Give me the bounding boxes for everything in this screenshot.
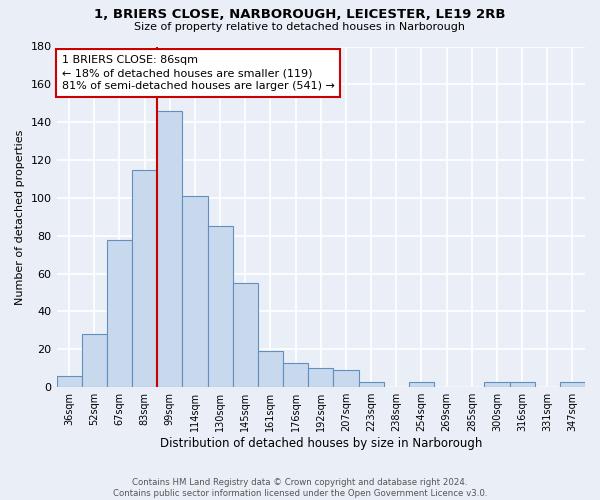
Bar [56, 376, 82, 387]
Bar [283, 362, 308, 387]
Bar [182, 196, 208, 387]
Bar [359, 382, 383, 387]
Bar [208, 226, 233, 387]
X-axis label: Distribution of detached houses by size in Narborough: Distribution of detached houses by size … [160, 437, 482, 450]
Text: 1, BRIERS CLOSE, NARBOROUGH, LEICESTER, LE19 2RB: 1, BRIERS CLOSE, NARBOROUGH, LEICESTER, … [94, 8, 506, 20]
Bar [509, 382, 535, 387]
Text: Size of property relative to detached houses in Narborough: Size of property relative to detached ho… [134, 22, 466, 32]
Bar [82, 334, 107, 387]
Text: 1 BRIERS CLOSE: 86sqm
← 18% of detached houses are smaller (119)
81% of semi-det: 1 BRIERS CLOSE: 86sqm ← 18% of detached … [62, 55, 335, 92]
Bar [409, 382, 434, 387]
Bar [258, 351, 283, 387]
Bar [308, 368, 334, 387]
Bar [334, 370, 359, 387]
Bar [107, 240, 132, 387]
Bar [233, 283, 258, 387]
Text: Contains HM Land Registry data © Crown copyright and database right 2024.
Contai: Contains HM Land Registry data © Crown c… [113, 478, 487, 498]
Y-axis label: Number of detached properties: Number of detached properties [15, 129, 25, 304]
Bar [484, 382, 509, 387]
Bar [132, 170, 157, 387]
Bar [560, 382, 585, 387]
Bar [157, 111, 182, 387]
